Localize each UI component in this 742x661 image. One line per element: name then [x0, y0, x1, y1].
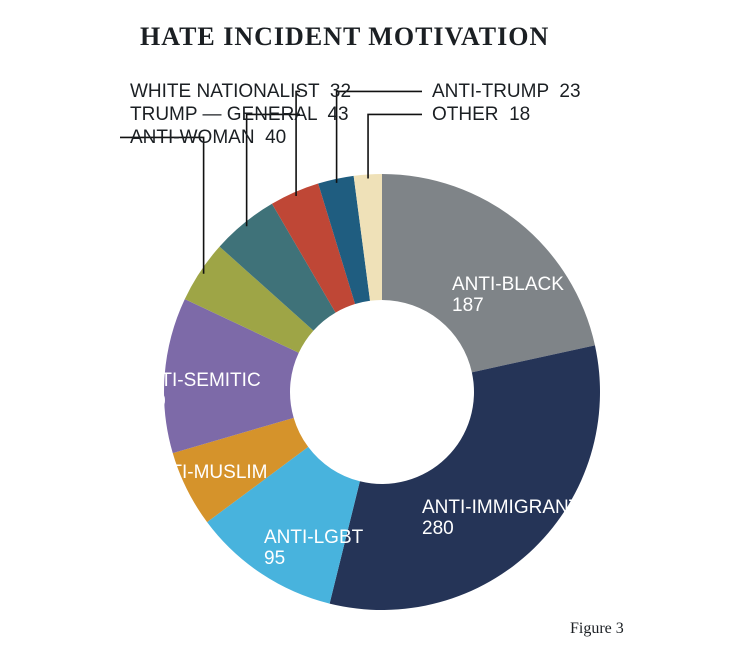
- callout-label: ANTI-TRUMP 23: [432, 81, 581, 102]
- callout-label-value: 40: [265, 127, 286, 148]
- slice-label-value: 95: [264, 548, 285, 569]
- callout-label: TRUMP — GENERAL 43: [130, 104, 349, 125]
- callout-label: ANTI-WOMAN 40: [130, 127, 286, 148]
- callout-label-text: ANTI-WOMAN: [130, 127, 255, 148]
- callout-label-text: TRUMP — GENERAL: [130, 104, 317, 125]
- callout-label-text: ANTI-TRUMP: [432, 81, 549, 102]
- callout-label-value: [549, 81, 560, 102]
- figure-caption: Figure 3: [570, 620, 624, 638]
- callout-label-value: 43: [327, 104, 348, 125]
- slice-label: ANTI-BLACK187: [452, 274, 564, 317]
- slice-label-value: 280: [422, 518, 454, 539]
- slice-label-text: ANTI-MUSLIM: [144, 462, 268, 483]
- callout-label-value: [319, 81, 330, 102]
- slice-label: ANTI-MUSLIM49: [144, 462, 268, 505]
- callout-label-value: 23: [559, 81, 580, 102]
- callout-label-value: [317, 104, 328, 125]
- leader-line: [337, 91, 422, 182]
- callout-label-text: OTHER: [432, 104, 499, 125]
- slice-label-text: ANTI-LGBT: [264, 527, 363, 548]
- slice-anti-immigrant: [330, 345, 600, 610]
- callout-label-value: [255, 127, 266, 148]
- slice-label: ANTI-LGBT95: [264, 527, 363, 570]
- callout-label-value: 32: [330, 81, 351, 102]
- callout-label-text: WHITE NATIONALIST: [130, 81, 319, 102]
- leader-line: [368, 114, 422, 178]
- slice-label-value: 187: [452, 295, 484, 316]
- callout-label: OTHER 18: [432, 104, 530, 125]
- slice-label-text: ANTI-IMMIGRANT: [422, 497, 580, 518]
- slice-label-value: 100: [134, 391, 166, 412]
- slice-label: ANTI-SEMITIC100: [134, 370, 261, 413]
- slice-label-text: ANTI-BLACK: [452, 274, 564, 295]
- leader-line: [120, 137, 204, 273]
- slice-label: ANTI-IMMIGRANT280: [422, 497, 580, 540]
- callout-label: WHITE NATIONALIST 32: [130, 81, 351, 102]
- donut-chart: [0, 0, 742, 661]
- callout-label-value: [499, 104, 510, 125]
- slice-label-text: ANTI-SEMITIC: [134, 370, 261, 391]
- slice-label-value: 49: [144, 483, 165, 504]
- callout-label-value: 18: [509, 104, 530, 125]
